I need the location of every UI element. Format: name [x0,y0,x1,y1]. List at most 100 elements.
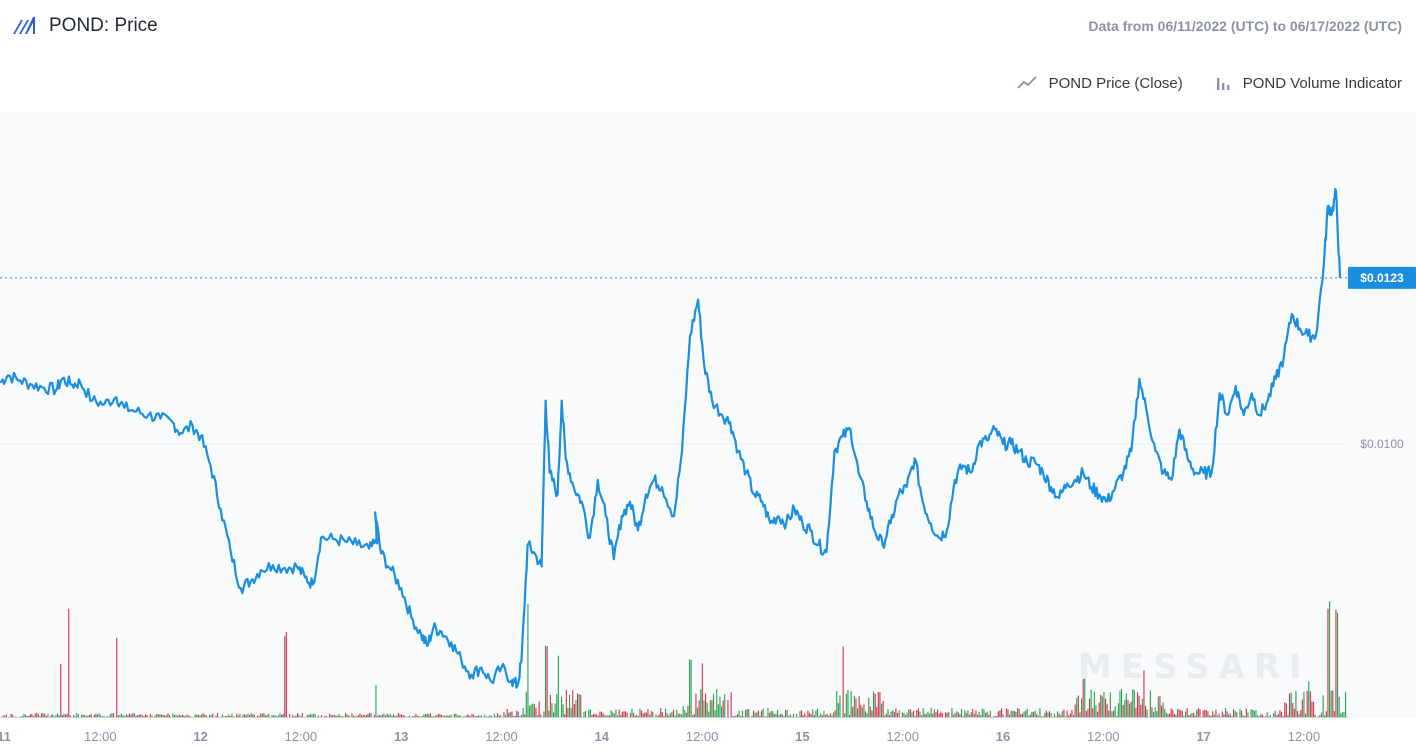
volume-bar [773,714,775,717]
volume-bar [429,713,431,717]
volume-bar [1026,708,1028,717]
volume-bar [793,713,795,717]
volume-bar [1061,711,1063,717]
volume-bar [1289,693,1291,717]
volume-bar [1172,709,1174,717]
volume-bar [679,713,681,717]
volume-bar [1175,714,1177,717]
volume-bar [727,699,729,717]
volume-bar [181,714,183,717]
volume-bar [23,713,25,717]
volume-bar [519,716,521,717]
volume-bar [612,712,614,717]
volume-bar [2,715,4,717]
volume-bar [1181,710,1183,717]
volume-bar [386,713,388,717]
volume-bar [436,715,438,717]
volume-bar [959,714,961,717]
volume-bar [607,714,609,717]
volume-bar [489,715,491,717]
volume-bar [561,697,563,717]
volume-bar [1082,678,1084,717]
volume-bar [188,715,190,717]
volume-bar [244,714,246,717]
volume-bar [1042,716,1044,717]
volume-bars [0,601,1348,718]
volume-bar [343,716,345,717]
volume-bar [265,715,267,717]
volume-bar [210,715,212,717]
volume-bar [164,715,166,717]
volume-bar [1045,710,1047,717]
volume-bar [394,715,396,717]
volume-bar [650,710,652,717]
volume-bar [295,715,297,717]
volume-bar [1204,710,1206,717]
volume-bar [996,716,998,717]
line-series-icon [1016,76,1037,89]
volume-bar [165,715,167,717]
volume-bar [925,714,927,717]
volume-bar [389,713,391,717]
volume-bar [1159,695,1161,717]
volume-bar [183,715,185,717]
volume-bar [698,700,700,717]
volume-bar [194,714,196,717]
volume-bar [761,710,763,717]
volume-bar [479,715,481,717]
volume-bar [1189,714,1191,717]
volume-bar [245,715,247,717]
volume-bar [77,714,79,717]
volume-bar [313,713,315,717]
volume-bar [346,714,348,717]
x-tick-label: 12:00 [285,729,318,744]
volume-bar [325,716,327,717]
volume-bar [610,710,612,717]
volume-bar [39,716,41,717]
volume-bar [690,659,692,717]
volume-bar [1332,690,1334,717]
volume-bar [357,715,359,717]
volume-bar [477,715,479,717]
volume-bar [514,715,516,717]
volume-bar [732,716,734,717]
volume-bar [261,713,263,717]
volume-bar [754,712,756,717]
volume-bar [506,708,508,717]
volume-bar [666,713,668,717]
volume-bar [122,715,124,717]
legend-item-price[interactable]: POND Price (Close) [1016,75,1183,92]
volume-bar [500,714,502,717]
volume-bar [1247,712,1249,717]
volume-bar [762,708,764,717]
volume-bar [724,694,726,717]
volume-bar [121,713,123,717]
volume-bar [511,711,513,717]
volume-bar [740,716,742,717]
volume-bar [751,715,753,717]
volume-bar [157,714,159,717]
volume-bar [76,713,78,717]
legend-item-volume[interactable]: POND Volume Indicator [1215,75,1402,92]
volume-bar [375,685,377,717]
volume-bar [967,710,969,717]
volume-bar [55,714,57,717]
volume-bar [885,713,887,717]
volume-bar [745,709,747,717]
volume-bar [1098,702,1100,717]
volume-bar [217,713,219,717]
volume-bar [1031,712,1033,717]
volume-bar [567,708,569,717]
volume-bar [1149,690,1151,717]
volume-bar [609,715,611,717]
volume-bar [145,714,147,717]
volume-bar [791,716,793,717]
volume-bar [5,714,7,717]
volume-bar [873,691,875,717]
volume-bar [1023,711,1025,717]
volume-bar [36,713,38,717]
volume-bar [903,713,905,717]
volume-bar [1231,716,1233,717]
volume-bar [1119,690,1121,717]
